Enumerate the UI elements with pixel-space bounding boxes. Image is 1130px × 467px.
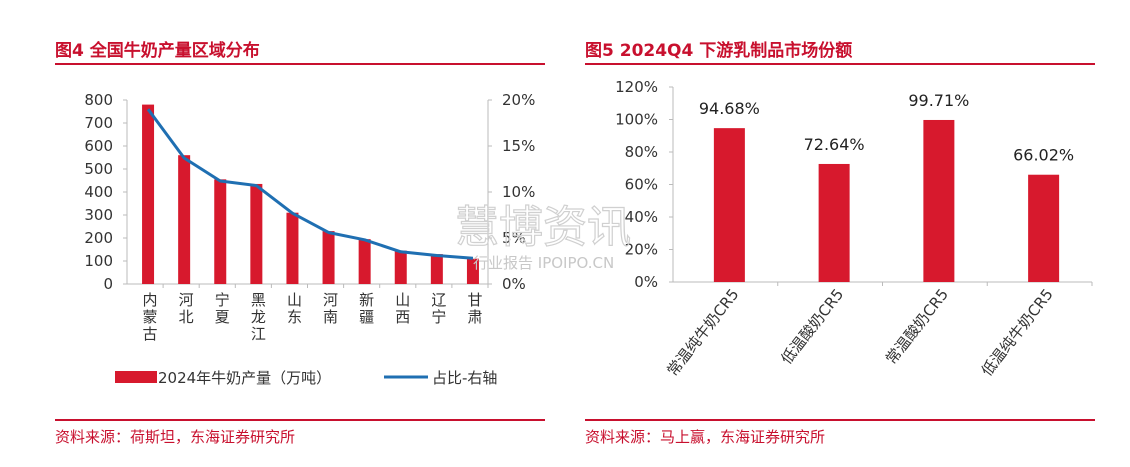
data-label: 72.64% — [804, 135, 865, 154]
y-tick-label: 80% — [625, 143, 658, 161]
x-tick-label: 黑龙江 — [251, 291, 266, 343]
y-tick-label: 120% — [615, 78, 658, 96]
bar-market-share — [1028, 174, 1060, 282]
y-tick-label: 20% — [625, 241, 658, 259]
figure-5-source-rule — [585, 419, 1095, 421]
bar-market-share — [818, 163, 850, 282]
figure-4-source: 资料来源：荷斯坦，东海证券研究所 — [55, 428, 296, 446]
x-tick-label: 辽宁 — [431, 291, 446, 326]
figure-5-title-rule — [585, 63, 1095, 65]
x-tick-label: 山西 — [395, 291, 410, 326]
x-tick-label: 新疆 — [359, 291, 374, 326]
figure-4-chart: 0 100 200 300 400 500 600 700 800 0% 5% 10% 15% 20% 内蒙… — [84, 91, 535, 387]
bar-production — [394, 250, 407, 284]
y2-tick-label: 5% — [502, 229, 526, 247]
y-tick-label: 40% — [625, 208, 658, 226]
line-share — [146, 108, 474, 260]
legend-label-share: 占比-右轴 — [432, 369, 497, 387]
y2-tick-label: 20% — [502, 91, 535, 109]
figure-5-title: 图5 2024Q4 下游乳制品市场份额 — [585, 41, 853, 61]
y-tick-label: 100% — [615, 111, 658, 129]
x-tick-label: 常温酸奶CR5 — [882, 285, 952, 367]
figure-4-title: 图4 全国牛奶产量区域分布 — [55, 41, 260, 61]
figure-5-source: 资料来源：马上赢，东海证券研究所 — [585, 428, 826, 446]
x-tick-label: 宁夏 — [215, 291, 230, 326]
x-tick-label: 低温纯牛奶CR5 — [978, 285, 1057, 379]
figure-5-chart: 0% 20% 40% 60% 80% 100% 120% 94.68% 常温纯牛奶CR5 72.6… — [615, 78, 1093, 380]
legend-label-production: 2024年牛奶产量（万吨） — [158, 369, 331, 387]
y-tick-label: 400 — [84, 183, 113, 201]
bar-market-share — [713, 128, 745, 282]
x-tick-label: 内蒙古 — [143, 291, 158, 343]
figure-4-title-rule — [55, 63, 545, 65]
data-label: 66.02% — [1013, 146, 1074, 165]
bar-production — [142, 104, 155, 284]
y-tick-label: 100 — [84, 252, 113, 270]
bar-production — [250, 183, 263, 284]
figure-4-source-rule — [55, 419, 545, 421]
figure-4-panel: 图4 全国牛奶产量区域分布 0 100 200 300 400 500 600 700 800 0… — [55, 41, 545, 446]
y-tick-label: 500 — [84, 160, 113, 178]
bar-production — [322, 231, 335, 284]
y2-tick-label: 0% — [502, 275, 526, 293]
bar-production — [466, 258, 479, 284]
y-tick-label: 700 — [84, 114, 113, 132]
x-tick-label: 河北 — [179, 291, 194, 326]
y-tick-label: 800 — [84, 91, 113, 109]
x-tick-label: 低温酸奶CR5 — [777, 285, 847, 367]
y-tick-label: 300 — [84, 206, 113, 224]
x-tick-label: 甘肃 — [467, 291, 482, 326]
x-tick-label: 常温纯牛奶CR5 — [663, 285, 742, 379]
y-tick-label: 600 — [84, 137, 113, 155]
y-tick-label: 200 — [84, 229, 113, 247]
bar-production — [286, 212, 299, 284]
bar-production — [430, 254, 443, 284]
figure-5-panel: 图5 2024Q4 下游乳制品市场份额 0% 20% 40% 60% 80% 100% 12… — [565, 0, 1130, 467]
y-tick-label: 0% — [634, 273, 658, 291]
data-label: 94.68% — [699, 99, 760, 118]
bar-market-share — [923, 119, 955, 282]
x-tick-label: 河南 — [323, 291, 338, 326]
bar-production — [214, 179, 227, 284]
y2-tick-label: 10% — [502, 183, 535, 201]
y-tick-label: 60% — [625, 176, 658, 194]
bar-production — [178, 155, 191, 284]
bar-production — [358, 239, 371, 284]
legend-swatch-production — [115, 371, 157, 383]
data-label: 99.71% — [908, 91, 969, 110]
y-tick-label: 0 — [103, 275, 113, 293]
x-tick-label: 山东 — [287, 291, 302, 326]
y2-tick-label: 15% — [502, 137, 535, 155]
